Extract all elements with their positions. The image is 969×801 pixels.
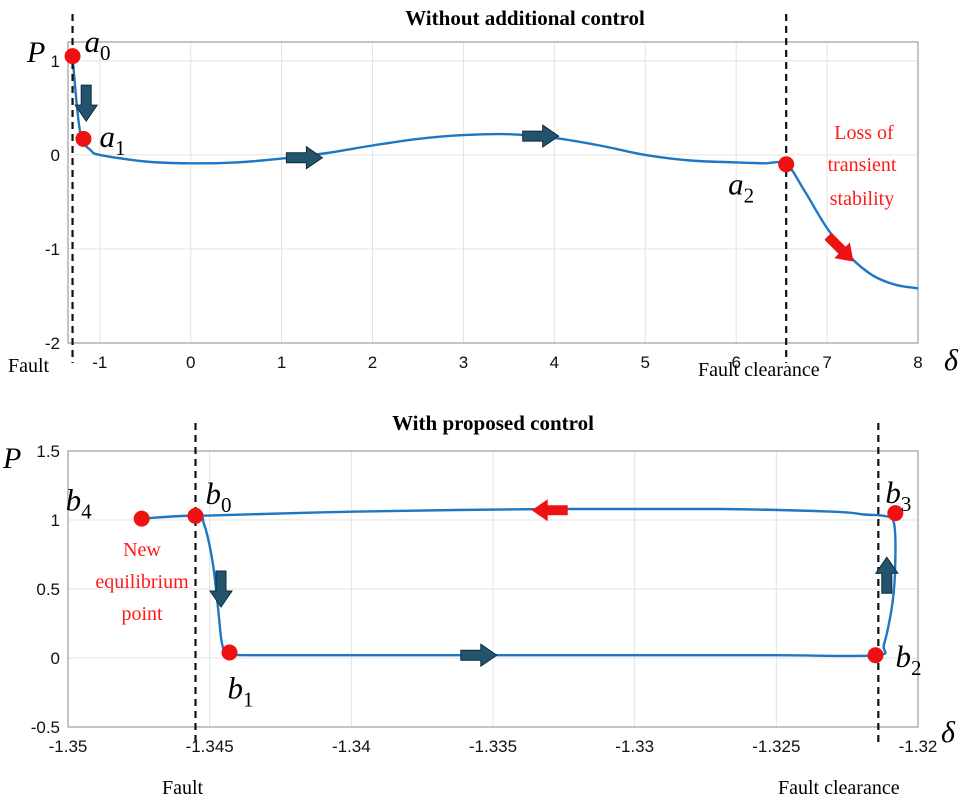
y-tick-label: -1: [45, 240, 60, 259]
blue-direction-arrow: [874, 556, 899, 594]
annotation-line: New: [123, 539, 161, 561]
y-tick-label: 1: [51, 511, 60, 530]
chart-title: With proposed control: [392, 411, 594, 435]
x-tick-label: -1.335: [469, 737, 517, 756]
chart-with-proposed-control: With proposed control b0 b1 b2 b3 b4 -1.35 -1…: [2, 411, 956, 799]
x-tick-label: 3: [459, 353, 468, 372]
chart-title: Without additional control: [405, 6, 645, 30]
y-axis-label: P: [26, 36, 45, 69]
y-tick-label: -2: [45, 334, 60, 353]
operating-point: [75, 130, 92, 147]
annotation-line: transient: [828, 154, 897, 176]
blue-direction-arrow: [74, 84, 99, 122]
x-tick-label: 2: [368, 353, 377, 372]
x-tick-label: -1.35: [49, 737, 88, 756]
operating-point: [187, 507, 204, 524]
annotation-line: stability: [830, 188, 894, 210]
blue-direction-arrow: [285, 145, 324, 170]
vline-label-fault: Fault: [162, 777, 204, 799]
operating-point: [887, 505, 904, 522]
point-label: b1: [228, 670, 254, 711]
point-label: b2: [896, 639, 922, 680]
x-tick-label: 4: [550, 353, 559, 372]
x-tick-label: -1.32: [899, 737, 938, 756]
point-label: a1: [99, 119, 125, 160]
operating-point: [221, 644, 238, 661]
plot-frame: [67, 41, 919, 344]
point-label: b3: [885, 475, 911, 516]
blue-direction-arrow: [460, 643, 498, 668]
annotation-line: point: [121, 603, 163, 625]
vline-label-fault-clearance: Fault clearance: [778, 777, 900, 799]
operating-point: [133, 510, 150, 527]
y-axis-label: P: [2, 442, 21, 475]
x-tick-label: -1.33: [615, 737, 654, 756]
operating-point: [867, 647, 884, 664]
x-tick-label: -1.345: [186, 737, 234, 756]
x-axis-label: δ: [941, 716, 956, 749]
red-direction-arrow: [531, 499, 568, 522]
x-tick-label: 5: [641, 353, 650, 372]
annotation-line: Loss of: [834, 122, 894, 144]
x-tick-label: 0: [186, 353, 195, 372]
blue-direction-arrow: [522, 124, 560, 149]
x-tick-label: -1: [92, 353, 107, 372]
operating-point: [778, 156, 795, 173]
x-tick-label: 8: [913, 353, 922, 372]
y-tick-label: 1: [51, 52, 60, 71]
point-label: a0: [85, 24, 111, 65]
y-tick-label: -0.5: [31, 718, 60, 737]
red-direction-arrow: [824, 232, 854, 262]
chart-without-control: Without additional control a0 a1 a2 -1 0 1 2 3…: [8, 6, 959, 381]
point-label: a2: [728, 166, 754, 207]
series-line: [71, 55, 919, 290]
blue-direction-arrow: [209, 570, 233, 608]
point-label: b4: [66, 483, 93, 524]
y-tick-label: 0: [51, 649, 60, 668]
y-tick-label: 0: [51, 146, 60, 165]
series-line: [141, 507, 897, 658]
x-tick-label: 6: [731, 353, 740, 372]
operating-point: [64, 48, 81, 65]
point-label: b0: [206, 476, 232, 517]
vline-label-fault: Fault: [8, 355, 50, 377]
x-axis-label: δ: [944, 344, 959, 377]
annotation-loss-of-stability: Loss of transient stability: [828, 122, 897, 210]
x-tick-label: -1.34: [332, 737, 371, 756]
x-tick-label: 7: [822, 353, 831, 372]
x-tick-label: 1: [277, 353, 286, 372]
y-tick-label: 0.5: [36, 580, 60, 599]
y-tick-label: 1.5: [36, 442, 60, 461]
x-tick-label: -1.325: [752, 737, 800, 756]
vline-label-fault-clearance: Fault clearance: [698, 359, 820, 381]
plot-frame: [67, 450, 919, 728]
annotation-new-equilibrium: New equilibrium point: [95, 539, 189, 625]
annotation-line: equilibrium: [95, 571, 189, 593]
